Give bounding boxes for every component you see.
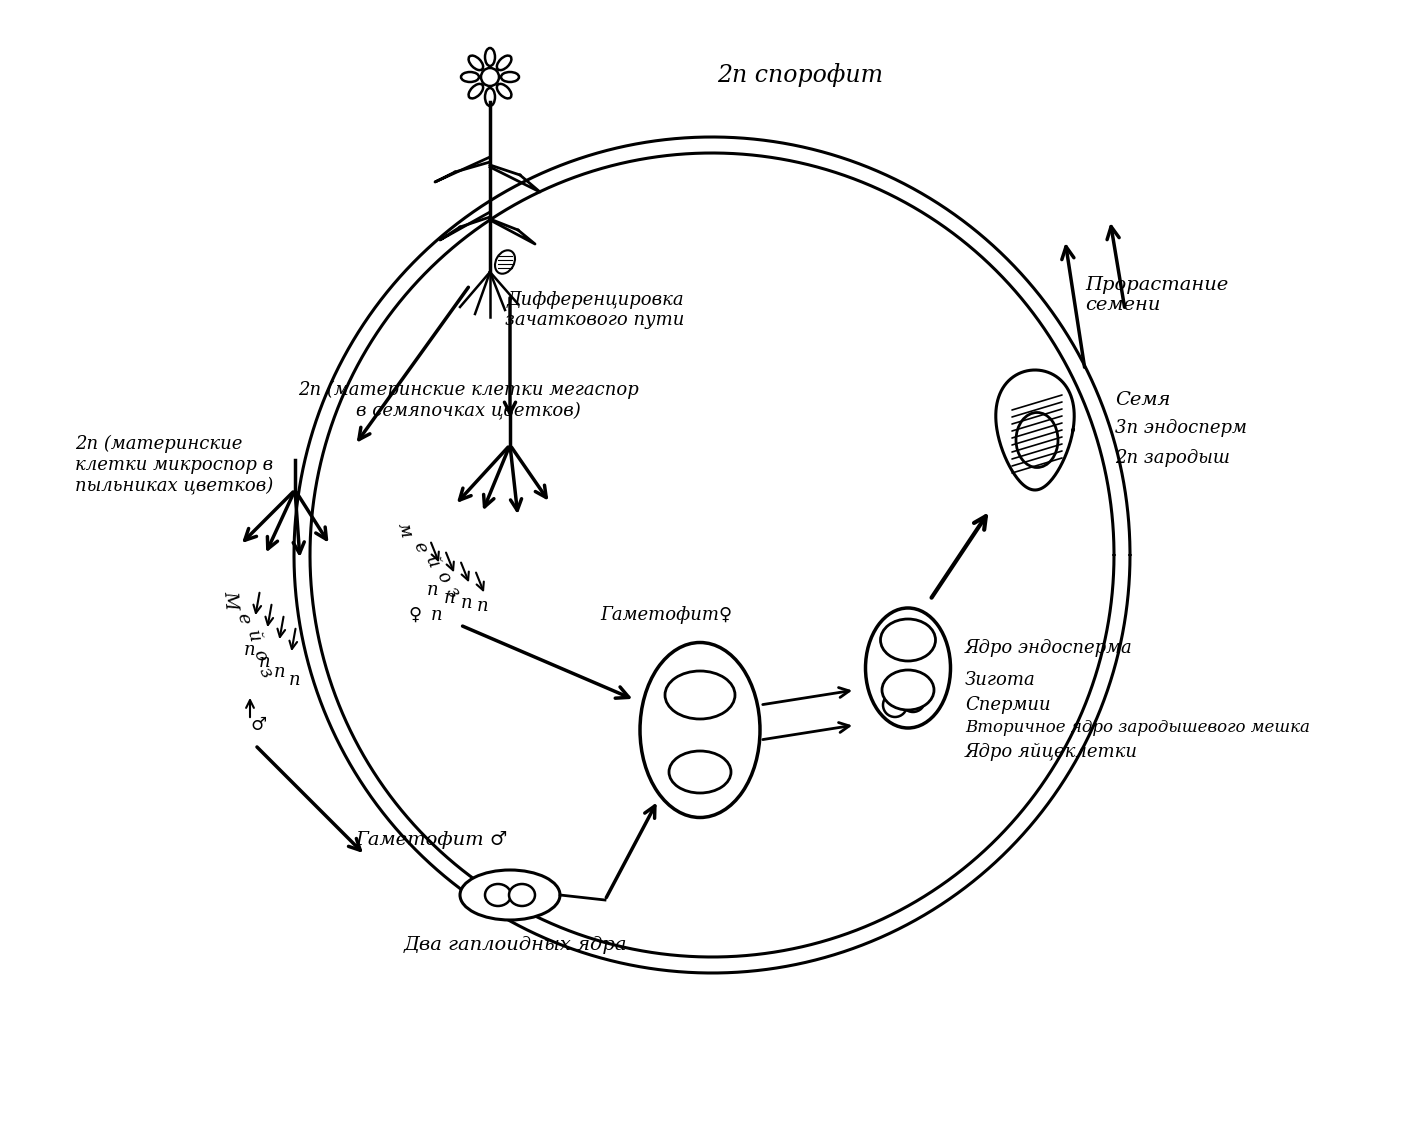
Text: n: n [432, 606, 443, 624]
Text: Прорастание
семени: Прорастание семени [1084, 275, 1228, 315]
Circle shape [884, 693, 906, 717]
Text: n: n [694, 764, 705, 781]
Text: 2n (материнские
клетки микроспор в
пыльниках цветков): 2n (материнские клетки микроспор в пыльн… [76, 435, 274, 495]
Ellipse shape [665, 671, 735, 719]
Ellipse shape [668, 751, 731, 793]
Text: n: n [477, 597, 489, 615]
Text: 2n: 2n [898, 681, 919, 698]
Text: n: n [244, 641, 256, 659]
Text: n: n [891, 698, 901, 712]
Text: Вторичное ядро зародышевого мешка: Вторичное ядро зародышевого мешка [965, 720, 1310, 737]
Text: й: й [422, 553, 443, 571]
Text: з: з [442, 583, 462, 601]
Text: Ядро яйцеклетки: Ядро яйцеклетки [965, 743, 1139, 761]
Ellipse shape [865, 608, 950, 728]
Text: 2n зародыш: 2n зародыш [1114, 449, 1230, 467]
Ellipse shape [1016, 413, 1057, 467]
Text: е: е [234, 611, 252, 625]
Text: n: n [908, 693, 918, 707]
Text: n: n [428, 581, 439, 599]
Text: М: М [221, 590, 239, 610]
Text: Дифференцировка
зачаткового пути: Дифференцировка зачаткового пути [506, 291, 684, 329]
Text: n: n [289, 671, 301, 689]
Text: 3n: 3n [898, 632, 919, 649]
Text: n: n [259, 653, 271, 671]
Text: Ядро эндосперма: Ядро эндосперма [965, 638, 1133, 656]
Text: n: n [274, 663, 286, 681]
Text: ♀: ♀ [409, 606, 422, 624]
Text: n: n [462, 594, 473, 613]
Text: 2n спорофит: 2n спорофит [717, 63, 884, 87]
Text: м: м [395, 520, 416, 539]
Ellipse shape [485, 884, 512, 906]
Text: о: о [249, 646, 271, 663]
Text: Гаметофит ♂: Гаметофит ♂ [355, 831, 507, 849]
Text: е: е [410, 539, 430, 555]
Ellipse shape [640, 643, 760, 818]
Text: 3n эндосперм: 3n эндосперм [1114, 418, 1247, 437]
Text: й: й [242, 628, 264, 644]
Text: о: о [432, 567, 453, 587]
Text: Гаметофит♀: Гаметофит♀ [600, 606, 732, 624]
Ellipse shape [509, 884, 534, 906]
Text: 2n (материнские клетки мегаспор
в семяпочках цветков): 2n (материнские клетки мегаспор в семяпо… [298, 380, 638, 420]
Text: Зигота: Зигота [965, 671, 1036, 689]
Text: Спермии: Спермии [965, 696, 1050, 714]
Ellipse shape [881, 619, 935, 661]
Text: n: n [445, 589, 456, 607]
Circle shape [901, 688, 925, 712]
Text: з: з [255, 663, 275, 680]
Ellipse shape [460, 870, 560, 920]
Text: 2n: 2n [690, 687, 711, 704]
Text: Два гаплоидных ядра: Два гаплоидных ядра [403, 936, 627, 954]
Text: ♂: ♂ [249, 716, 266, 734]
Ellipse shape [882, 670, 933, 710]
Text: Семя: Семя [1114, 391, 1170, 409]
